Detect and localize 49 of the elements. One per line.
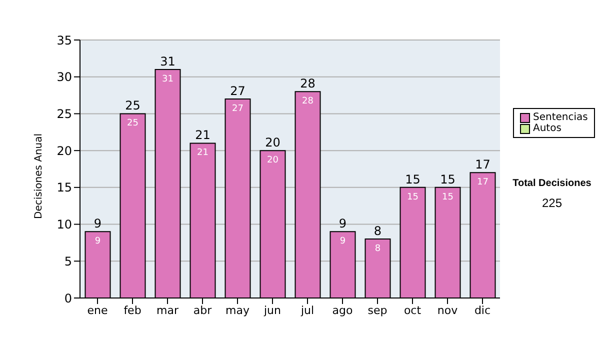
x-tick-label: ago <box>332 304 353 317</box>
total-label: 15 <box>405 172 420 186</box>
data-label: 28 <box>302 96 314 107</box>
x-tick-label: jun <box>263 304 282 317</box>
data-label: 21 <box>197 148 208 158</box>
total-label: 25 <box>125 98 140 113</box>
y-tick-label: 30 <box>56 70 72 84</box>
y-tick-label: 10 <box>56 218 72 232</box>
data-label: 20 <box>267 156 279 166</box>
data-label: 31 <box>162 74 174 84</box>
y-tick-label: 15 <box>56 180 72 195</box>
y-axis-title: Decisiones Anual <box>34 133 45 219</box>
data-label: 9 <box>340 236 346 247</box>
x-tick-label: oct <box>404 304 422 317</box>
y-tick-label: 35 <box>56 33 72 48</box>
x-tick-label: dic <box>474 304 491 317</box>
text: 225 <box>540 196 564 210</box>
data-label: 15 <box>407 192 418 202</box>
total-label: 20 <box>265 136 280 150</box>
data-label: 17 <box>477 178 488 188</box>
y-tick-label: 20 <box>56 144 72 158</box>
data-label: 9 <box>94 236 101 247</box>
total-label: 21 <box>195 128 210 142</box>
x-tick-label: nov <box>437 304 458 317</box>
total-label: 28 <box>300 76 316 91</box>
x-tick-label: may <box>226 304 250 317</box>
data-label: 27 <box>232 104 244 114</box>
x-tick-label: jul <box>300 304 314 317</box>
total-label: 31 <box>160 54 176 68</box>
total-label: 15 <box>440 172 456 186</box>
x-tick-label: sep <box>368 304 388 317</box>
legend-label: Sentencias <box>533 112 588 123</box>
text: Total Decisiones <box>512 178 592 189</box>
y-tick-label: 25 <box>56 106 72 121</box>
data-label: 25 <box>127 118 138 129</box>
x-tick-label: abr <box>193 304 212 317</box>
total-label: 27 <box>230 84 246 98</box>
x-tick-label: mar <box>156 304 179 317</box>
total-label: 17 <box>475 158 490 172</box>
total-label: 9 <box>338 216 347 231</box>
legend-label: Autos <box>533 123 562 134</box>
data-label: 15 <box>442 192 454 202</box>
x-tick-label: ene <box>87 304 108 317</box>
y-tick-label: 5 <box>64 254 72 268</box>
data-label: 8 <box>374 244 381 254</box>
x-tick-label: feb <box>124 304 142 317</box>
y-tick-label: 0 <box>64 291 72 306</box>
total-label: 8 <box>374 224 382 238</box>
total-label: 9 <box>94 216 102 231</box>
